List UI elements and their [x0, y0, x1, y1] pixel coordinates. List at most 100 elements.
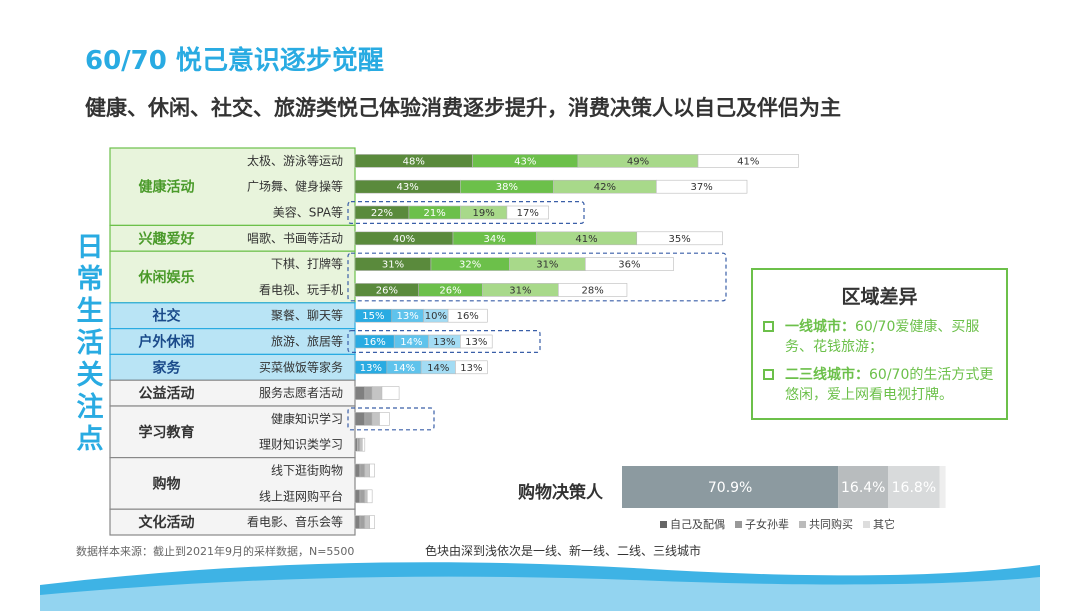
decision-bar-label: 16.4%	[841, 480, 885, 496]
bar-value-label: 32%	[459, 260, 481, 271]
page-subtitle: 健康、休闲、社交、旅游类悦己体验消费逐步提升，消费决策人以自己及伴侣为主	[85, 96, 841, 120]
activity-label: 理财知识类学习	[259, 437, 343, 452]
bar-segment	[362, 437, 366, 452]
category-label: 文化活动	[139, 514, 195, 531]
side-char: 关	[76, 360, 104, 391]
activity-label: 买菜做饭等家务	[259, 359, 343, 374]
bar-segment	[558, 283, 628, 297]
bar-segment	[369, 463, 375, 478]
bar-value-label: 13%	[397, 311, 419, 322]
highlight-dashed-box	[347, 252, 727, 302]
bar-segment	[354, 489, 361, 504]
activity-label: 太极、游泳等运动	[247, 153, 343, 168]
bar-value-label: 38%	[496, 182, 518, 193]
legend-swatch	[660, 520, 667, 528]
bar-value-label: 49%	[627, 156, 649, 167]
legend-item: 子女孙辈	[735, 516, 789, 532]
bar-segment	[369, 515, 375, 529]
decision-legend: 自己及配偶 子女孙辈 共同购买 其它	[660, 516, 895, 532]
bar-value-label: 13%	[460, 363, 482, 374]
category-box	[109, 224, 356, 252]
bar-segment	[359, 463, 366, 478]
side-char: 活	[76, 328, 104, 359]
color-note: 色块由深到浅依次是一线、新一线、二线、三线城市	[425, 544, 702, 558]
bar-segment	[364, 489, 368, 504]
bar-segment	[656, 179, 748, 194]
category-label: 户外休闲	[139, 334, 195, 351]
category-box	[109, 508, 356, 536]
side-char: 点	[76, 424, 104, 455]
bar-value-label: 43%	[397, 182, 419, 193]
bar-segment	[460, 334, 493, 349]
activity-label: 看电影、音乐会等	[247, 514, 343, 529]
bar-segment	[359, 489, 366, 504]
bar-value-label: 31%	[509, 285, 531, 296]
activity-label: 健康知识学习	[271, 411, 343, 426]
category-label: 健康活动	[139, 179, 195, 196]
bar-value-label: 14%	[427, 363, 449, 374]
category-box	[109, 379, 356, 407]
bar-segment	[354, 463, 361, 478]
decision-bar-segment	[622, 466, 839, 508]
side-char: 生	[76, 296, 104, 327]
bar-segment	[359, 515, 366, 529]
activity-label: 线上逛网购平台	[259, 488, 343, 503]
bar-value-label: 13%	[465, 337, 487, 348]
bar-value-label: 41%	[575, 234, 597, 245]
activity-label: 旅游、旅居等	[271, 335, 343, 349]
legend-label: 其它	[873, 518, 895, 531]
region-item-text: 60/70的生活方式更悠闲，爱上网看电视打牌。	[785, 367, 994, 403]
bar-segment	[371, 386, 383, 400]
bar-segment	[697, 154, 799, 168]
page-title: 60/70 悦己意识逐步觉醒	[85, 46, 384, 76]
bar-segment	[354, 386, 366, 400]
bar-value-label: 40%	[393, 234, 415, 245]
activity-label: 看电视、玩手机	[259, 282, 343, 297]
activity-label: 聚餐、聊天等	[271, 308, 343, 323]
bar-segment	[381, 386, 400, 400]
bar-value-label: 31%	[382, 260, 404, 271]
legend-item: 自己及配偶	[660, 516, 725, 532]
bar-segment	[357, 437, 361, 452]
bar-value-label: 34%	[484, 234, 506, 245]
activity-label: 线下逛街购物	[271, 463, 343, 478]
category-label: 兴趣爱好	[139, 230, 195, 247]
legend-swatch	[799, 520, 806, 528]
bar-value-label: 13%	[360, 363, 382, 374]
bar-segment	[354, 412, 366, 426]
bar-value-label: 19%	[473, 208, 495, 219]
bar-segment	[364, 463, 370, 478]
bar-value-label: 13%	[433, 337, 455, 348]
category-box	[109, 405, 356, 459]
bar-value-label: 26%	[376, 285, 398, 296]
category-label: 家务	[153, 359, 182, 376]
category-label: 休闲娱乐	[138, 269, 195, 286]
bar-value-label: 14%	[393, 363, 415, 374]
decision-bar-segment	[838, 466, 889, 508]
bar-value-label: 10%	[425, 311, 447, 322]
legend-item: 共同购买	[799, 516, 853, 532]
square-bullet-icon	[763, 369, 774, 380]
bar-value-label: 35%	[669, 234, 691, 245]
bar-value-label: 21%	[424, 208, 446, 219]
bar-segment	[584, 257, 674, 271]
category-label: 购物	[153, 475, 181, 492]
bar-value-label: 36%	[618, 260, 640, 271]
region-item-tier23: 二三线城市：60/70的生活方式更悠闲，爱上网看电视打牌。	[763, 365, 996, 405]
category-label: 公益活动	[139, 385, 195, 402]
region-item-text: 60/70爱健康、买服务、花钱旅游；	[785, 319, 980, 355]
bar-segment	[366, 489, 373, 504]
side-char: 常	[76, 264, 104, 295]
bar-segment	[364, 412, 373, 426]
legend-label: 子女孙辈	[745, 518, 789, 531]
activity-label: 服务志愿者活动	[259, 385, 343, 400]
bar-segment	[455, 360, 488, 375]
bar-segment	[359, 437, 363, 452]
bar-value-label: 28%	[582, 285, 604, 296]
bar-value-label: 14%	[400, 337, 422, 348]
bar-value-label: 48%	[403, 156, 425, 167]
region-item-bold: 一线城市：	[785, 319, 855, 335]
activity-label: 美容、SPA等	[273, 205, 343, 220]
highlight-dashed-box	[347, 330, 541, 354]
